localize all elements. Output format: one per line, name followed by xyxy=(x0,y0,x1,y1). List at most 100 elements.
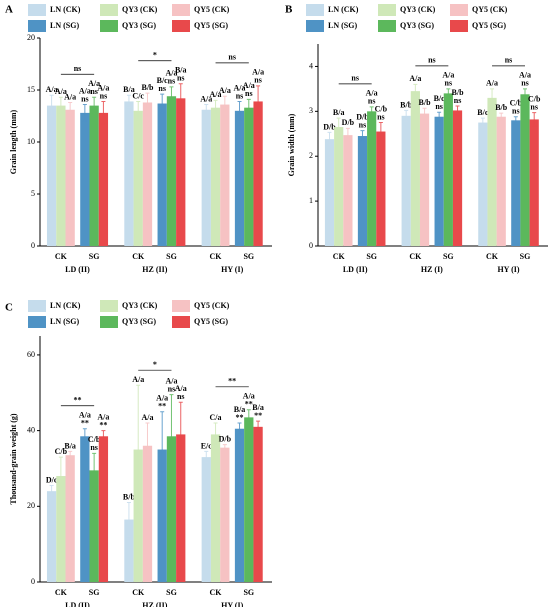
error-bar xyxy=(136,384,141,515)
error-bar xyxy=(126,502,131,538)
letter-label: A/a xyxy=(79,86,91,95)
significance-label: ns xyxy=(177,74,185,83)
group-label: HY (I) xyxy=(221,265,243,274)
legend-label: LN (CK) xyxy=(50,5,81,14)
letter-label: B/b xyxy=(452,88,465,97)
y-tick-label: 0 xyxy=(31,577,35,586)
letter-label: C/c xyxy=(132,91,144,100)
letter-label: C/b xyxy=(528,95,541,104)
bracket-label: ** xyxy=(74,396,82,405)
bar xyxy=(201,109,211,246)
legend-label: QY5 (SG) xyxy=(194,21,228,30)
error-bar xyxy=(213,422,218,447)
bar xyxy=(157,103,167,247)
error-bar xyxy=(413,83,418,99)
bar xyxy=(46,491,57,582)
legend-swatch xyxy=(450,20,468,32)
letter-label: A/a xyxy=(46,85,58,94)
bar xyxy=(419,113,430,246)
error-bar xyxy=(222,444,227,452)
error-bar xyxy=(58,96,63,115)
letter-label: A/a xyxy=(156,394,168,403)
bar xyxy=(452,110,463,247)
error-bar xyxy=(213,99,218,116)
error-bar xyxy=(222,95,227,114)
bar xyxy=(367,111,377,246)
bar xyxy=(124,519,134,582)
x-tick-label: SG xyxy=(89,588,100,597)
bar xyxy=(343,135,353,246)
legend-swatch xyxy=(172,316,190,328)
y-tick-label: 40 xyxy=(27,425,35,434)
legend-label: LN (CK) xyxy=(328,5,359,14)
significance-label: ns xyxy=(100,91,108,100)
letter-label: B/c xyxy=(477,108,489,117)
x-tick-label: SG xyxy=(443,252,454,261)
bar xyxy=(334,127,344,246)
error-bar xyxy=(256,85,261,118)
significance-label: ** xyxy=(81,419,89,428)
bar xyxy=(89,105,99,246)
significance-label: ns xyxy=(158,84,166,93)
significance-label: ns xyxy=(168,77,176,86)
letter-label: A/a xyxy=(243,392,255,401)
legend-label: QY3 (SG) xyxy=(400,21,434,30)
letter-label: D/b xyxy=(342,118,355,127)
letter-label: B/a xyxy=(175,66,187,75)
error-bar xyxy=(446,88,451,99)
letter-label: C/b xyxy=(375,104,388,113)
error-bar xyxy=(246,409,251,426)
letter-label: C/a xyxy=(210,413,222,422)
bar xyxy=(56,105,66,246)
bar xyxy=(220,447,230,582)
error-bar xyxy=(160,411,165,488)
letter-label: D/b xyxy=(356,112,369,121)
x-tick-label: SG xyxy=(520,252,531,261)
bar xyxy=(124,101,134,246)
letter-label: A/a xyxy=(175,384,187,393)
bar xyxy=(244,107,254,247)
bracket-label: ns xyxy=(74,64,82,73)
x-tick-label: CK xyxy=(409,252,422,261)
significance-label: ns xyxy=(168,384,176,393)
group-label: HZ (I) xyxy=(421,265,443,274)
bracket-label: ns xyxy=(505,56,513,65)
y-axis-label: Grain length (mm) xyxy=(9,109,18,174)
letter-label: A/a xyxy=(234,83,246,92)
error-bar xyxy=(237,100,242,121)
letter-label: A/a xyxy=(64,92,76,101)
significance-label: ns xyxy=(368,97,376,106)
bar xyxy=(520,94,530,246)
x-tick-label: SG xyxy=(166,588,177,597)
error-bar xyxy=(204,104,209,116)
letter-label: A/a xyxy=(219,86,231,95)
error-bar xyxy=(246,98,251,117)
significance-label: ns xyxy=(90,87,98,96)
bar xyxy=(496,116,506,246)
y-tick-label: 60 xyxy=(27,350,35,359)
bar xyxy=(487,97,497,246)
significance-label: ns xyxy=(512,107,520,116)
bar xyxy=(434,116,444,246)
legend-label: QY5 (SG) xyxy=(472,21,506,30)
group-label: HY (I) xyxy=(497,265,519,274)
error-bar xyxy=(145,92,150,113)
panel-label: C xyxy=(5,302,13,314)
error-bar xyxy=(82,428,87,445)
bar xyxy=(142,445,153,582)
bar xyxy=(401,115,411,246)
x-tick-label: CK xyxy=(210,588,223,597)
legend-swatch xyxy=(28,4,46,16)
error-bar xyxy=(82,104,87,122)
significance-label: ns xyxy=(90,443,98,452)
error-bar xyxy=(455,105,460,116)
error-bar xyxy=(126,94,131,109)
significance-label: ** xyxy=(245,400,253,409)
significance-label: ** xyxy=(158,402,166,411)
error-bar xyxy=(523,88,527,101)
significance-label: ns xyxy=(377,112,385,121)
letter-label: B/a xyxy=(252,403,264,412)
bar xyxy=(234,428,245,582)
letter-label: A/a xyxy=(55,87,67,96)
